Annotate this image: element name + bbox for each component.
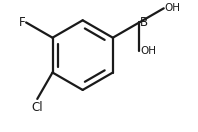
Text: OH: OH bbox=[165, 3, 181, 13]
Text: Cl: Cl bbox=[31, 101, 43, 114]
Text: B: B bbox=[140, 16, 148, 29]
Text: OH: OH bbox=[140, 46, 156, 56]
Text: F: F bbox=[18, 16, 25, 29]
